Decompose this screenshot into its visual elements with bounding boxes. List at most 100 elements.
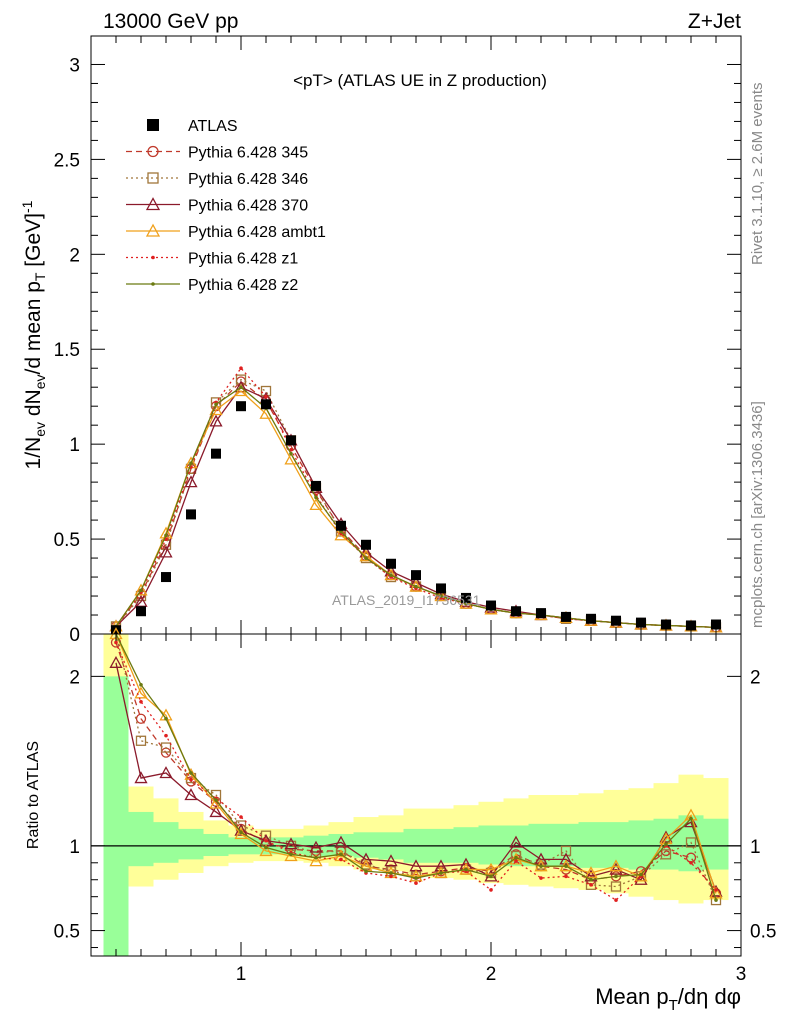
ratio-point-ambt1 (259, 844, 273, 857)
legend-marker-p345 (147, 145, 159, 158)
point-p370 (159, 545, 173, 558)
ratio-point-z2 (464, 867, 468, 872)
y-tick-label: 1 (69, 435, 80, 456)
legend-label: Pythia 6.428 ambt1 (188, 224, 326, 241)
ratio-point-z1 (514, 859, 518, 863)
x-tick-label: 1 (236, 964, 247, 985)
uncertainty-band-inner (628, 820, 654, 870)
ratio-point-z1 (589, 883, 593, 887)
ratio-point-p370 (159, 766, 173, 779)
legend-marker-atlas (147, 119, 159, 131)
point-z2 (139, 588, 143, 593)
ratio-point-z1 (714, 888, 718, 892)
y-tick-label: 0.5 (54, 530, 80, 551)
ratio-point-z2 (214, 798, 218, 802)
point-p370 (184, 475, 198, 488)
point-atlas (686, 620, 696, 631)
point-ambt1 (134, 583, 148, 596)
uncertainty-band-inner (203, 833, 229, 857)
point-z2 (414, 584, 418, 589)
upper-axis-ticks: 0 0.5 1 1.5 2 2.5 3 (54, 36, 742, 646)
ratio-point-z1 (689, 860, 693, 865)
ratio-point-z2 (289, 852, 293, 857)
point-atlas (436, 583, 446, 594)
ratio-point-p370 (109, 655, 123, 668)
uncertainty-band-inner (103, 676, 129, 956)
y-tick-label: 2.5 (54, 150, 80, 171)
point-atlas (236, 401, 246, 412)
point-atlas (311, 480, 321, 491)
watermark: ATLAS_2019_I1736531 (332, 592, 481, 608)
ratio-point-p370 (134, 771, 148, 784)
legend-label: Pythia 6.428 346 (188, 171, 308, 188)
ratio-point-z1 (339, 857, 343, 862)
point-atlas (536, 608, 546, 619)
ratio-point-z2 (239, 830, 243, 835)
point-p370 (209, 414, 223, 427)
ratio-point-ambt1 (409, 869, 423, 882)
point-atlas (661, 619, 671, 630)
ratio-line-p346 (115, 633, 717, 901)
ratio-point-z2 (364, 869, 368, 874)
upper-y-label: 1/Nev dNev/d mean pT [GeV]-1 (19, 200, 48, 469)
point-atlas (711, 619, 721, 630)
point-atlas (611, 615, 621, 626)
uncertainty-band-inner (478, 825, 504, 865)
point-atlas (586, 613, 596, 624)
y-tick-label: 0 (69, 625, 80, 646)
uncertainty-band-inner (453, 827, 479, 863)
ratio-y-tick-label: 2 (69, 667, 80, 688)
ratio-point-z2 (189, 771, 193, 775)
ratio-point-p346 (560, 845, 572, 857)
ratio-point-ambt1 (459, 862, 473, 875)
legend-marker-p346 (147, 172, 159, 184)
ratio-point-z1 (164, 733, 168, 738)
point-p346 (210, 397, 222, 408)
ratio-point-p346 (685, 837, 697, 848)
ratio-point-z1 (239, 815, 243, 819)
header-energy: 13000 GeV pp (103, 10, 238, 33)
uncertainty-band-inner (328, 833, 354, 857)
ratio-point-p370 (609, 862, 623, 875)
legend-label: ATLAS (188, 118, 238, 135)
ratio-point-z2 (564, 864, 568, 868)
uncertainty-band-inner (578, 822, 604, 868)
ratio-line-p370 (115, 662, 717, 892)
ratio-point-z1 (189, 777, 193, 782)
ratio-point-z2 (489, 874, 493, 879)
point-atlas (461, 592, 471, 603)
ratio-point-p370 (434, 859, 448, 872)
point-z1 (264, 394, 268, 399)
ratio-point-p346 (160, 742, 172, 753)
point-atlas (486, 600, 496, 611)
ratio-point-ambt1 (309, 854, 323, 867)
point-atlas (386, 558, 396, 569)
legend-marker-ambt1 (145, 223, 161, 237)
uncertainty-band-inner (128, 811, 154, 867)
ratio-point-p370 (509, 835, 523, 848)
point-z2 (364, 556, 368, 560)
upper-title: <pT> (ATLAS UE in Z production) (293, 71, 547, 90)
x-axis-label: Mean pT/dη dφ (595, 984, 741, 1014)
uncertainty-band-inner (178, 828, 204, 860)
ratio-point-p370 (534, 852, 548, 865)
point-z2 (439, 594, 443, 598)
ratio-point-z1 (414, 881, 418, 885)
point-z2 (189, 461, 193, 465)
point-z2 (289, 451, 293, 456)
point-z1 (239, 366, 243, 371)
point-z2 (389, 573, 393, 577)
ratio-point-ambt1 (134, 686, 148, 699)
y-tick-label: 1.5 (54, 340, 80, 361)
ratio-point-p370 (559, 852, 573, 865)
ratio-y-tick-label: 1 (69, 837, 80, 858)
point-atlas (511, 606, 521, 617)
ratio-point-z2 (614, 874, 618, 879)
point-atlas (261, 399, 271, 410)
legend-marker-z2 (151, 282, 155, 286)
uncertainty-band-inner (703, 818, 729, 870)
point-atlas (136, 606, 146, 617)
ratio-point-z1 (614, 898, 618, 902)
ratio-point-ambt1 (484, 862, 498, 875)
ratio-point-z2 (689, 816, 693, 821)
